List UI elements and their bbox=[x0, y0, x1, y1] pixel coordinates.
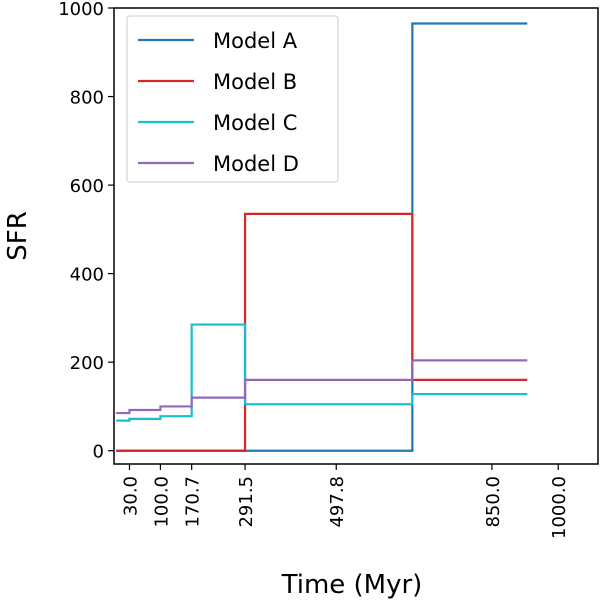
x-tick-label: 30.0 bbox=[120, 476, 141, 516]
x-tick-label: 497.8 bbox=[327, 476, 348, 528]
x-tick-label: 170.7 bbox=[183, 476, 204, 528]
y-tick-label: 800 bbox=[70, 88, 104, 109]
plot-area-frame bbox=[113, 7, 599, 465]
x-axis: 30.0 100.0 170.7 291.5 497.8 850.0 1000.0 bbox=[120, 464, 570, 539]
legend-box bbox=[126, 15, 339, 183]
legend: Model A Model B Model C Model D bbox=[126, 15, 339, 183]
legend-label: Model B bbox=[213, 70, 297, 94]
legend-label: Model A bbox=[213, 29, 298, 53]
x-tick-label: 1000.0 bbox=[549, 476, 570, 539]
y-axis-label: SFR bbox=[3, 211, 33, 261]
y-tick-label: 400 bbox=[70, 265, 104, 286]
x-tick-label: 291.5 bbox=[236, 476, 257, 528]
legend-label: Model D bbox=[213, 152, 299, 176]
series-line-3 bbox=[116, 323, 528, 422]
y-tick-label: 200 bbox=[70, 353, 104, 374]
series-layer bbox=[116, 22, 528, 452]
x-axis-label: Time (Myr) bbox=[281, 570, 423, 600]
legend-label: Model C bbox=[213, 111, 297, 135]
x-tick-label: 850.0 bbox=[483, 476, 504, 528]
series-line-4 bbox=[116, 359, 528, 415]
y-tick-label: 600 bbox=[70, 176, 104, 197]
series-line-2 bbox=[116, 212, 528, 452]
y-tick-label: 1000 bbox=[58, 0, 104, 20]
y-tick-label: 0 bbox=[93, 442, 104, 463]
y-axis: 0 200 400 600 800 1000 bbox=[58, 0, 114, 463]
x-tick-label: 100.0 bbox=[151, 476, 172, 528]
